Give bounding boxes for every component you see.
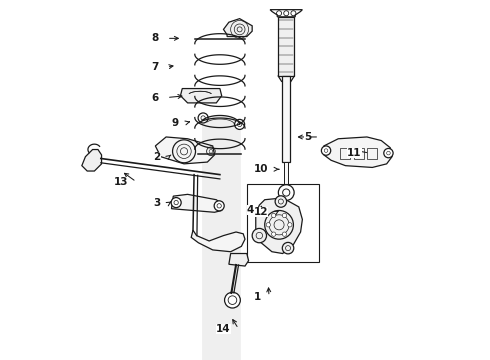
Bar — [278, 17, 294, 76]
Text: 4: 4 — [246, 206, 254, 216]
Text: 8: 8 — [152, 33, 159, 43]
Polygon shape — [256, 198, 302, 253]
Circle shape — [214, 201, 224, 211]
Polygon shape — [155, 137, 215, 164]
Text: 10: 10 — [254, 164, 269, 174]
Text: 2: 2 — [153, 152, 161, 162]
Circle shape — [282, 242, 294, 254]
Polygon shape — [223, 19, 252, 37]
Bar — [340, 148, 350, 159]
Text: 7: 7 — [151, 62, 159, 72]
Circle shape — [271, 213, 276, 218]
Text: 1: 1 — [254, 292, 261, 302]
Text: 6: 6 — [152, 93, 159, 103]
Circle shape — [271, 232, 276, 236]
Polygon shape — [191, 230, 245, 252]
Text: 13: 13 — [114, 177, 128, 187]
Circle shape — [282, 213, 287, 218]
Polygon shape — [82, 149, 101, 171]
Bar — [354, 148, 365, 159]
Text: 14: 14 — [216, 324, 231, 334]
Circle shape — [252, 228, 267, 243]
Polygon shape — [324, 137, 392, 167]
Polygon shape — [180, 89, 221, 103]
Circle shape — [275, 196, 287, 207]
Circle shape — [266, 223, 270, 227]
Text: 9: 9 — [172, 118, 179, 128]
Circle shape — [384, 148, 393, 158]
Circle shape — [198, 113, 208, 123]
Circle shape — [171, 198, 181, 208]
Polygon shape — [229, 253, 248, 266]
Circle shape — [224, 292, 240, 308]
Circle shape — [321, 146, 331, 155]
Text: 5: 5 — [304, 132, 311, 142]
Circle shape — [235, 120, 245, 130]
Circle shape — [288, 223, 292, 227]
Text: 3: 3 — [153, 198, 161, 208]
Circle shape — [282, 232, 287, 236]
Circle shape — [278, 185, 294, 201]
Bar — [284, 162, 289, 187]
Polygon shape — [172, 194, 223, 212]
Bar — [367, 148, 377, 159]
Bar — [282, 76, 290, 162]
Text: 11: 11 — [347, 148, 362, 158]
Text: 12: 12 — [254, 207, 269, 217]
